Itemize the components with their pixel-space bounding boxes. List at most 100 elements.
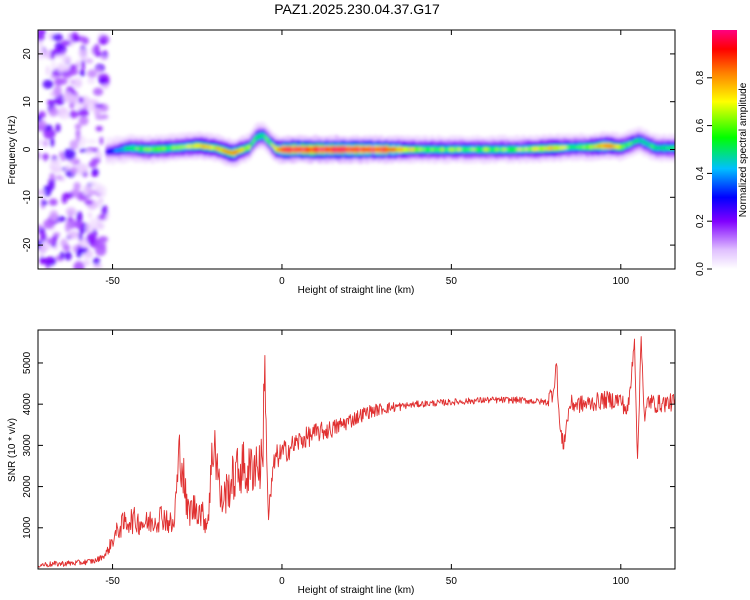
spectrogram-ridge-cell — [567, 145, 570, 149]
spectrogram-noise-blob — [51, 33, 64, 42]
spectrogram-ytick-label: 20 — [22, 48, 33, 60]
snr-ytick-label: 3000 — [22, 434, 33, 457]
spectrogram-ridge-cell — [475, 147, 479, 152]
spectrogram-ridge-cell — [274, 147, 278, 151]
spectrogram-noise-blob — [79, 148, 88, 153]
spectrogram-ridge-cell — [660, 146, 664, 150]
spectrogram-ridge-cell — [144, 147, 148, 151]
spectrogram-ridge-cell — [463, 147, 467, 152]
spectrogram-ridge-cell — [433, 147, 436, 152]
spectrogram-noise-blob — [51, 60, 56, 72]
spectrogram-ridge-cell — [457, 147, 461, 152]
spectrogram-ridge-cell — [518, 147, 522, 152]
spectrogram-ridge-cell — [244, 146, 247, 151]
spectrogram-noise-blob — [59, 151, 64, 159]
spectrogram-ridge-cell — [642, 140, 646, 144]
spectrogram-ridge-cell — [304, 147, 308, 152]
spectrogram-ridge-cell — [315, 147, 318, 152]
spectrogram-ridge-cell — [400, 147, 404, 152]
spectrogram-ridge-cell — [459, 147, 463, 152]
spectrogram-ridge-cell — [270, 142, 274, 147]
spectrogram-noise-blob — [91, 157, 101, 164]
spectrogram-noise-blob — [89, 218, 96, 230]
spectrogram-noise-blob — [43, 153, 48, 162]
spectrogram-ridge-cell — [217, 147, 221, 151]
spectrogram-ridge-cell — [359, 147, 363, 152]
spectrogram-ridge-cell — [461, 147, 465, 152]
spectrogram-ridge-cell — [189, 144, 192, 149]
spectrogram-noise-blob — [48, 107, 59, 117]
spectrogram-noise-blob — [70, 166, 78, 175]
snr-ytick-label: 2000 — [22, 475, 33, 498]
spectrogram-ridge-cell — [307, 147, 310, 152]
spectrogram-ridge-cell — [526, 147, 530, 151]
spectrogram-ridge-cell — [122, 147, 125, 151]
spectrogram-ridge-cell — [164, 146, 168, 151]
spectrogram-ridge-cell — [494, 147, 497, 152]
spectrogram-ridge-cell — [597, 144, 601, 148]
spectrogram-ridge-cell — [325, 147, 328, 152]
spectrogram-ridge-cell — [390, 147, 394, 152]
spectrogram-ridge-cell — [199, 144, 202, 148]
spectrogram-noise-blob — [87, 103, 96, 109]
spectrogram-ridge-cell — [262, 134, 265, 138]
spectrogram-noise-blob — [78, 116, 89, 126]
spectrogram-ridge-cell — [370, 147, 373, 152]
colorbar-tick-label: 0.8 — [695, 70, 706, 84]
spectrogram-noise-blob — [98, 214, 106, 221]
spectrogram-ridge-cell — [160, 147, 164, 151]
colorbar-tick-label: 0.0 — [695, 262, 706, 276]
spectrogram-ridge-cell — [260, 133, 263, 138]
spectrogram-ridge-cell — [548, 146, 552, 150]
spectrogram-noise-blob — [76, 211, 83, 223]
spectrogram-noise-blob — [82, 259, 91, 266]
spectrogram-ridge-cell — [583, 145, 587, 149]
spectrogram-ridge-cell — [337, 147, 341, 152]
spectrogram-noise-blob — [76, 163, 89, 174]
spectrogram-noise-blob — [45, 65, 50, 76]
spectrogram-noise-blob — [95, 125, 103, 132]
spectrogram-ridge-cell — [166, 146, 170, 150]
spectrogram-noise-blob — [49, 172, 55, 181]
spectrogram-noise-blob — [43, 218, 55, 230]
spectrogram-ridge-cell — [280, 147, 284, 152]
spectrogram-ridge-cell — [227, 150, 231, 154]
spectrogram-ridge-cell — [447, 147, 450, 152]
spectrogram-noise-blob — [78, 96, 84, 104]
spectrogram-ridge-cell — [327, 147, 330, 152]
spectrogram-noise-blob — [92, 103, 104, 108]
spectrogram-ridge-cell — [473, 147, 477, 152]
spectrogram-ridge-cell — [553, 146, 556, 150]
spectrogram-ridge-cell — [426, 147, 430, 152]
snr-frame — [37, 329, 676, 570]
spectrogram-noise-blob — [74, 81, 82, 86]
spectrogram-ridge-cell — [162, 146, 166, 151]
spectrogram-ridge-cell — [286, 147, 290, 152]
spectrogram-ridge-cell — [561, 145, 564, 150]
spectrogram-ridge-cell — [532, 147, 536, 151]
spectrogram-ridge-cell — [614, 144, 617, 149]
spectrogram-ridge-cell — [282, 147, 286, 152]
spectrogram-ridge-cell — [150, 147, 154, 151]
spectrogram-ridge-cell — [502, 147, 505, 152]
spectrogram-noise-blob — [49, 159, 62, 168]
spectrogram-ridge-cell — [443, 147, 446, 152]
spectrogram-xtick-label: 0 — [279, 276, 285, 287]
spectrogram-ridge-cell — [168, 146, 172, 150]
spectrogram-ridge-cell — [618, 145, 621, 149]
spectrogram-ridge-cell — [540, 146, 544, 151]
spectrogram-ridge-cell — [276, 147, 280, 152]
spectrogram-ridge-cell — [483, 147, 487, 152]
spectrogram-noise-blob — [59, 113, 70, 120]
spectrogram-noise-blob — [68, 67, 79, 76]
spectrogram-ridge-cell — [158, 147, 162, 151]
colorbar-tick-label: 0.2 — [695, 214, 706, 228]
spectrogram-ridge-cell — [636, 138, 640, 143]
spectrogram-ridge-cell — [180, 145, 184, 149]
spectrogram-ridge-cell — [156, 147, 160, 151]
spectrogram-ridge-cell — [254, 136, 257, 141]
spectrogram-ridge-cell — [272, 145, 276, 149]
spectrogram-ridge-cell — [402, 147, 406, 152]
spectrogram-ridge-cell — [347, 147, 351, 152]
